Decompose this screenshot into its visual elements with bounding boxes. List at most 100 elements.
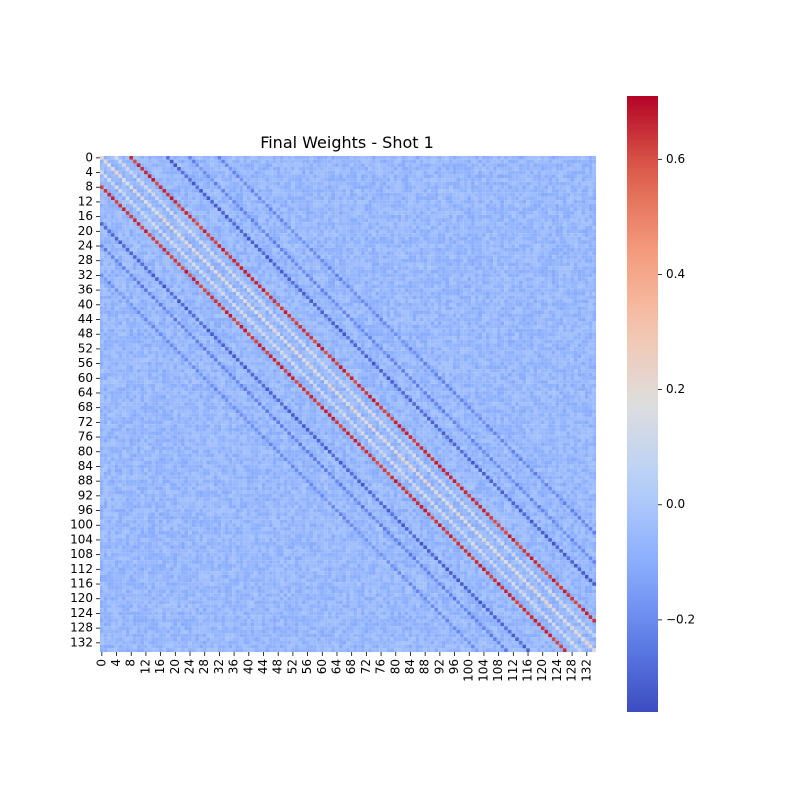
heatmap-cell [133, 170, 137, 175]
heatmap-cell [438, 178, 442, 182]
heatmap-cell [368, 200, 372, 204]
heatmap-cell [386, 273, 391, 278]
heatmap-cell [228, 156, 233, 160]
heatmap-cell [581, 233, 586, 237]
heatmap-cell [511, 284, 516, 289]
heatmap-cell [452, 280, 457, 285]
heatmap-cell [173, 222, 178, 226]
heatmap-cell [577, 284, 582, 289]
heatmap-cell [202, 247, 207, 252]
heatmap-cell [426, 288, 431, 292]
heatmap-cell [147, 225, 152, 230]
heatmap-cell [460, 255, 464, 259]
heatmap-cell [272, 255, 277, 259]
heatmap-cell [191, 258, 196, 263]
heatmap-cell [217, 218, 222, 223]
heatmap-cell [518, 251, 523, 256]
heatmap-cell [191, 218, 196, 223]
heatmap-cell [419, 218, 424, 223]
heatmap-cell [364, 196, 369, 201]
heatmap-cell [206, 189, 211, 193]
heatmap-cell [526, 189, 530, 193]
heatmap-cell [357, 156, 361, 160]
heatmap-cell [158, 170, 163, 175]
heatmap-cell [338, 207, 343, 212]
heatmap-cell [562, 236, 567, 241]
heatmap-cell [500, 200, 505, 204]
heatmap-cell [511, 178, 516, 182]
heatmap-cell [147, 167, 152, 171]
heatmap-cell [551, 211, 556, 215]
heatmap-cell [526, 277, 530, 281]
heatmap-cell [261, 189, 266, 193]
heatmap-cell [235, 251, 240, 256]
heatmap-cell [118, 233, 123, 237]
heatmap-cell [588, 203, 593, 208]
heatmap-cell [346, 266, 350, 270]
heatmap-cell [445, 229, 450, 234]
heatmap-cell [360, 159, 365, 164]
heatmap-cell [210, 200, 214, 204]
heatmap-cell [180, 233, 185, 237]
heatmap-cell [151, 262, 156, 267]
heatmap-cell [493, 167, 497, 171]
heatmap-cell [320, 178, 325, 182]
heatmap-cell [379, 181, 383, 186]
heatmap-cell [438, 269, 442, 274]
heatmap-cell [562, 247, 567, 252]
heatmap-cell [294, 174, 299, 179]
heatmap-cell [276, 174, 281, 179]
heatmap-cell [129, 255, 134, 259]
heatmap-cell [261, 255, 266, 259]
heatmap-cell [166, 170, 170, 175]
heatmap-cell [202, 167, 207, 171]
heatmap-cell [540, 167, 545, 171]
heatmap-cell [122, 258, 126, 263]
heatmap-cell [478, 266, 483, 270]
heatmap-cell [438, 203, 442, 208]
heatmap-cell [151, 181, 156, 186]
heatmap-cell [379, 196, 383, 201]
heatmap-cell [166, 288, 170, 292]
heatmap-cell [529, 170, 534, 175]
heatmap-cell [232, 269, 236, 274]
heatmap-cell [493, 262, 497, 267]
heatmap-cell [313, 156, 317, 160]
heatmap-cell [243, 218, 248, 223]
heatmap-cell [324, 189, 328, 193]
heatmap-cell [386, 284, 391, 289]
heatmap-cell [375, 174, 380, 179]
heatmap-cell [548, 178, 552, 182]
heatmap-cell [125, 233, 130, 237]
heatmap-cell [144, 218, 148, 223]
heatmap-cell [151, 240, 156, 245]
heatmap-cell [206, 273, 211, 278]
heatmap-cell [313, 262, 317, 267]
heatmap-cell [305, 255, 310, 259]
heatmap-cell [559, 174, 563, 179]
heatmap-cell [456, 170, 461, 175]
heatmap-cell [305, 240, 310, 245]
heatmap-cell [184, 174, 189, 179]
heatmap-cell [357, 196, 361, 201]
heatmap-cell [221, 218, 225, 223]
heatmap-cell [415, 269, 420, 274]
heatmap-cell [533, 262, 538, 267]
heatmap-cell [313, 200, 317, 204]
heatmap-cell [573, 244, 578, 248]
heatmap-cell [173, 229, 178, 234]
heatmap-cell [169, 247, 174, 252]
heatmap-cell [118, 211, 123, 215]
heatmap-cell [577, 189, 582, 193]
heatmap-cell [335, 218, 339, 223]
heatmap-cell [199, 258, 203, 263]
heatmap-cell [162, 277, 167, 281]
heatmap-cell [349, 185, 354, 190]
heatmap-cell [364, 222, 369, 226]
heatmap-cell [309, 207, 314, 212]
heatmap-cell [467, 163, 472, 168]
heatmap-cell [155, 266, 159, 270]
heatmap-cell [566, 174, 571, 179]
heatmap-cell [246, 288, 251, 292]
heatmap-cell [287, 262, 292, 267]
